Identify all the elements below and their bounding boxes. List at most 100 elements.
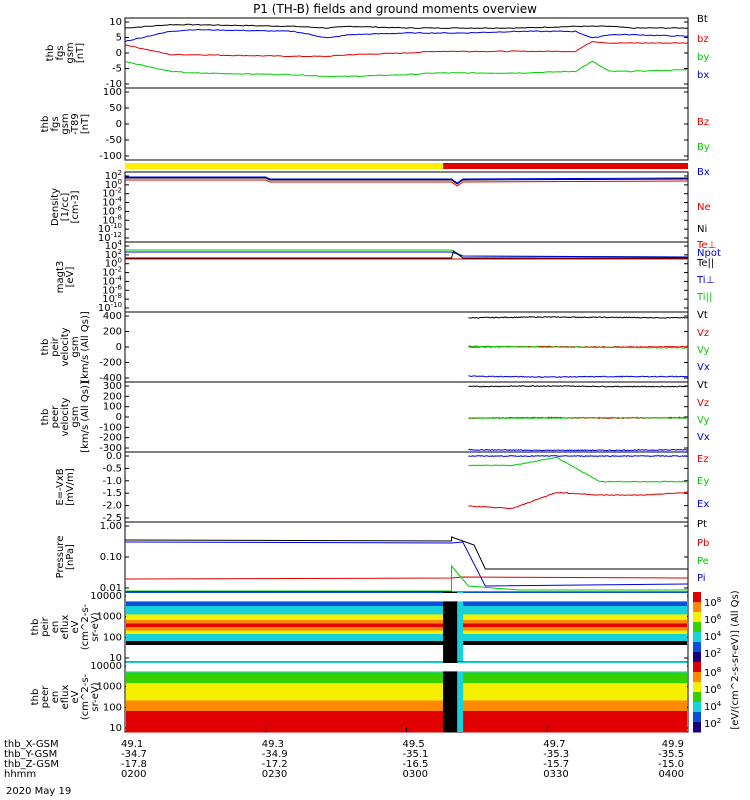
legend-entry: Ez xyxy=(697,454,709,465)
series-bx xyxy=(124,28,689,43)
xtick-label: -34.9 xyxy=(262,749,288,760)
ylabel-line: gsm xyxy=(60,113,71,134)
panel-efield: E=-VxB [mV/m] 0.0-0.5 -1.0-1.5 -2.0-2.5 Ez Ey E… xyxy=(55,451,709,524)
ytick-label: -0.5 xyxy=(102,463,122,474)
legend-entry: Pt xyxy=(697,519,707,530)
ytick-label: -5 xyxy=(112,64,122,75)
colorbar-swatch xyxy=(693,632,701,643)
spectrogram-image xyxy=(126,662,687,733)
ylabel-line: [km/s (All Qs)] xyxy=(80,311,91,383)
colorbar-tick: 108 xyxy=(704,596,721,609)
ylabel-line: peir xyxy=(40,616,51,636)
ylabel-line: Pressure xyxy=(55,536,66,579)
date-label: 2020 May 19 xyxy=(6,786,71,797)
pressure-trace xyxy=(125,564,688,592)
colorbars: 108 106 104 102 108 106 104 102 [eV/(cm^2-s-sr-e… xyxy=(693,590,741,733)
spectrogram-band xyxy=(462,711,687,722)
colorbar-swatch xyxy=(693,622,701,633)
ylabel-line: eV xyxy=(70,620,81,633)
ylabel-line: eflux xyxy=(60,685,71,710)
xtick-label: 0230 xyxy=(262,769,287,780)
panel-fgs: thb fgs gsm [nT] 10 5 0 -5 -10 Bt bz by bx xyxy=(45,14,709,90)
temperature-trace xyxy=(125,251,689,258)
ytick-label: -2.5 xyxy=(102,513,122,524)
spectrogram-band xyxy=(462,627,687,631)
panel-density: Density [1/cc] [cm-3]10210010-210-410-610-… xyxy=(50,169,721,259)
ylabel-line: [km/s (All Qs)] xyxy=(80,381,91,453)
legend-entry: Vt xyxy=(697,310,708,321)
ytick-label: 1000 xyxy=(97,612,122,623)
panel-frame xyxy=(124,381,689,453)
ytick-label: -1.5 xyxy=(102,488,122,499)
xtick-label: -35.3 xyxy=(543,749,569,760)
ytick-label: -200 xyxy=(99,358,122,369)
colorbar-tick: 106 xyxy=(704,613,722,626)
ytick-label: 0 xyxy=(116,342,122,353)
colorbar-tick: 102 xyxy=(704,647,721,660)
panel-mode-bar xyxy=(125,163,688,169)
legend-entry: Ne xyxy=(697,202,711,213)
xtick-label: 0300 xyxy=(403,769,428,780)
colorbar-swatch xyxy=(693,712,701,723)
ylabel-line: magt3 xyxy=(55,261,66,294)
ytick-label: 5 xyxy=(116,33,122,44)
ylabel-line: thb xyxy=(40,409,51,426)
legend-entry: Ey xyxy=(697,476,709,487)
colorbar-swatch xyxy=(693,702,701,713)
spectrogram-band xyxy=(462,623,687,628)
ytick-label: 1000 xyxy=(97,682,122,693)
ytick-label: 10-2 xyxy=(102,187,122,200)
legend-entry: By xyxy=(697,142,710,153)
spectrogram-top-blank xyxy=(126,663,687,672)
ytick-label: 100 xyxy=(103,702,122,713)
spectrogram-band xyxy=(126,672,445,684)
ylabel-line: velocity xyxy=(60,397,71,436)
axis-row-label: thb_Z-GSM xyxy=(4,759,59,770)
series-by xyxy=(124,60,689,78)
ytick-label: 400 xyxy=(103,311,122,322)
axis-row-label: thb_Y-GSM xyxy=(4,749,57,760)
ytick-label: 50 xyxy=(109,103,122,114)
spectrogram-band xyxy=(126,641,445,645)
ylabel-line: [cm-3] xyxy=(70,190,81,223)
ytick-label: 0.01 xyxy=(100,583,122,594)
ylabel-line: en xyxy=(50,621,61,634)
xtick-label: 49.7 xyxy=(543,739,565,750)
ytick-label: 0.0 xyxy=(106,451,122,462)
spectrogram-band xyxy=(462,683,687,701)
ytick-label: 10-4 xyxy=(102,196,122,209)
series-Bt xyxy=(124,23,688,29)
colorbar-swatch xyxy=(693,652,701,663)
legend-entry: Ti⊥ xyxy=(696,275,714,286)
panel-peir-velocity: thb peir velocity gsm [km/s (All Qs)] 400 200 0… xyxy=(40,310,710,384)
pressure-trace xyxy=(124,541,689,587)
xtick-label: 49.1 xyxy=(121,739,143,750)
ytick-label: 100 xyxy=(105,178,122,191)
spectrogram-image xyxy=(126,592,687,662)
ytick-label: 100 xyxy=(105,257,122,270)
ylabel-line: Density xyxy=(50,188,61,226)
series-bz xyxy=(124,40,689,58)
colorbar-swatch xyxy=(693,672,701,683)
colorbar-tick: 104 xyxy=(704,630,722,643)
ylabel-line: thb xyxy=(40,116,51,133)
panel-pressure: Pressure [nPa] 1.00 0.10 0.01 Pt Pb Pe Pi xyxy=(55,519,709,594)
ylabel-line: -T89 xyxy=(70,113,81,135)
panel-fgs-minus: thb fgs gsm -T89 [nT] 100 50 0 -50 -100 Bz By Bx xyxy=(40,87,710,178)
legend-entry: Vx xyxy=(697,432,710,443)
ylabel-line: fgs xyxy=(55,45,66,60)
legend-entry: Ti|| xyxy=(696,292,712,303)
mode-segment xyxy=(443,163,688,169)
ytick-label: 0 xyxy=(116,412,122,423)
ytick-label: -400 xyxy=(99,373,122,384)
legend-entry: Te|| xyxy=(696,258,714,269)
ytick-label: 102 xyxy=(105,169,122,182)
spectrogram-band xyxy=(126,623,445,628)
series-Vy xyxy=(468,345,689,349)
panel-frame xyxy=(124,87,689,161)
ytick-label: 0.10 xyxy=(100,552,122,563)
legend-entry: Ex xyxy=(697,499,709,510)
